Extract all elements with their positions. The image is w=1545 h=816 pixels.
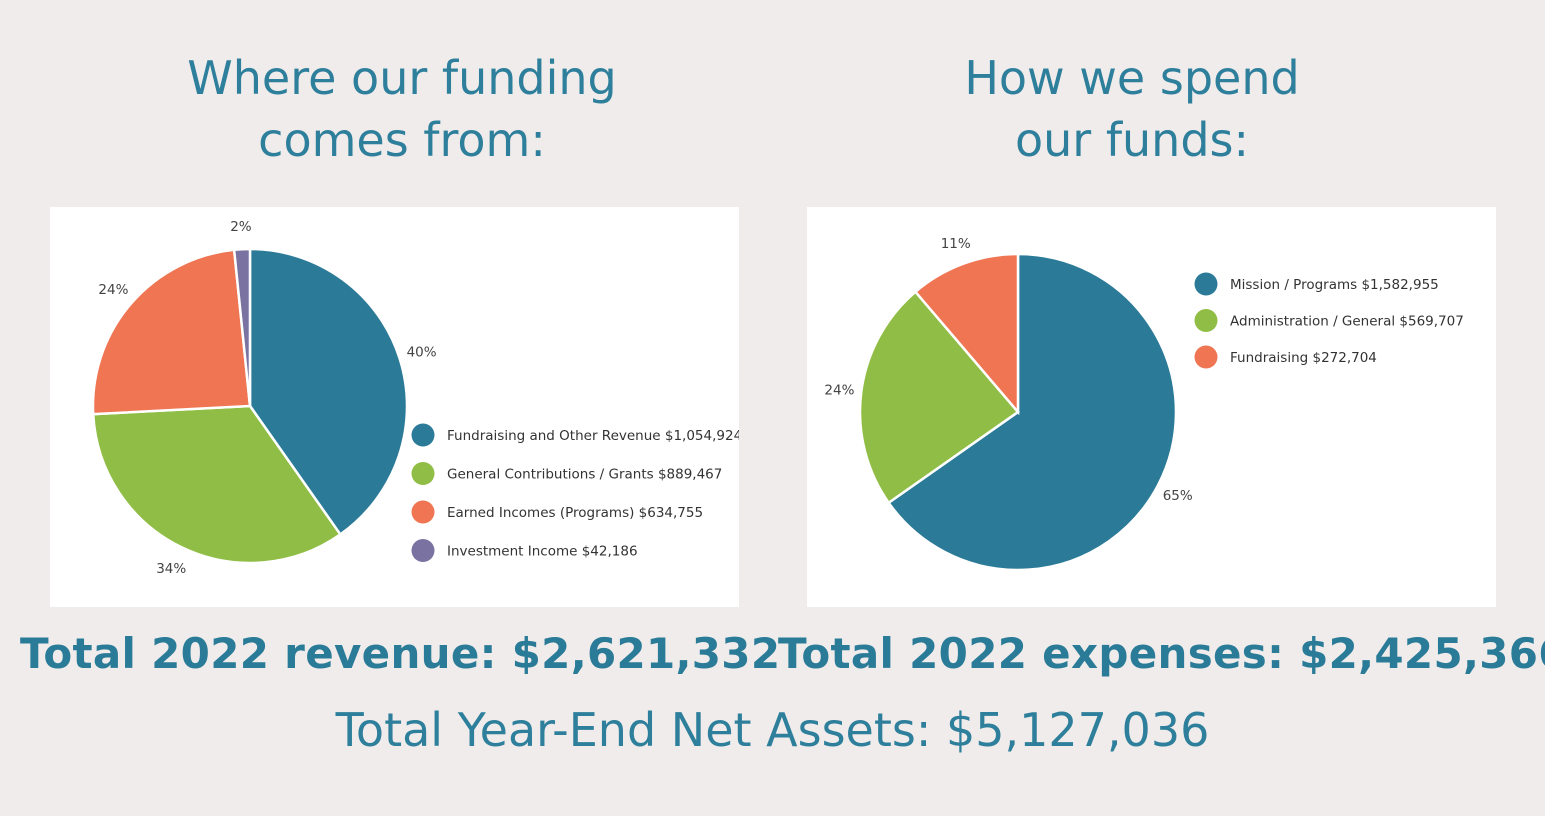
expenses-heading-line-2: our funds:	[1015, 113, 1249, 167]
legend-label-1-0: Mission / Programs $1,582,955	[1230, 277, 1439, 293]
legend-swatch-0-3	[411, 539, 435, 562]
pie-slice-1-0	[886, 252, 1178, 572]
total-expenses: Total 2022 expenses: $2,425,366	[778, 629, 1545, 678]
revenue-heading-line-1: Where our funding	[187, 51, 617, 105]
pie-slice-1-1	[858, 290, 1020, 505]
legend-label-0-1: General Contributions / Grants $889,467	[447, 467, 722, 483]
legend-label-1-2: Fundraising $272,704	[1230, 350, 1377, 366]
revenue-chart-panel: 40% 34% 24% 2% Fundraising and Other Revenue…	[50, 207, 739, 607]
slice-percent-label-0-2: 24%	[98, 282, 128, 298]
legend-swatch-1-1	[1194, 309, 1218, 332]
slice-percent-label-1-1: 24%	[824, 382, 854, 398]
legend-swatch-1-0	[1194, 272, 1218, 296]
slice-percent-label-1-0: 65%	[1163, 488, 1193, 504]
revenue-heading-line-2: comes from:	[258, 113, 546, 167]
expenses-pie-chart: 65% 24% 11% Mission / Programs $1,582,955 Ad…	[824, 236, 1464, 572]
pie-slice-0-2	[91, 248, 252, 416]
revenue-pie-chart: 40% 34% 24% 2% Fundraising and Other Revenue…	[91, 219, 739, 577]
pie-slice-0-3	[232, 247, 252, 407]
expenses-chart-panel: 65% 24% 11% Mission / Programs $1,582,955 Ad…	[807, 207, 1496, 607]
total-revenue: Total 2022 revenue: $2,621,332	[20, 629, 781, 678]
expenses-heading: How we spend our funds:	[852, 47, 1412, 171]
expenses-heading-line-1: How we spend	[964, 51, 1300, 105]
legend-label-0-3: Investment Income $42,186	[447, 544, 638, 560]
revenue-heading: Where our funding comes from:	[122, 47, 682, 171]
pie-slice-1-2	[913, 252, 1020, 416]
total-net-assets: Total Year-End Net Assets: $5,127,036	[335, 703, 1210, 757]
slice-percent-label-0-0: 40%	[407, 345, 437, 361]
legend-swatch-0-0	[411, 423, 435, 447]
slice-percent-label-0-1: 34%	[156, 561, 186, 577]
legend-swatch-1-2	[1194, 345, 1218, 369]
legend-label-1-1: Administration / General $569,707	[1230, 314, 1464, 330]
pie-slice-0-1	[91, 404, 343, 565]
legend-label-0-0: Fundraising and Other Revenue $1,054,924	[447, 428, 739, 444]
slice-percent-label-1-2: 11%	[941, 236, 971, 252]
legend-swatch-0-1	[411, 462, 435, 485]
legend-label-0-2: Earned Incomes (Programs) $634,755	[447, 505, 703, 521]
pie-slice-0-0	[248, 247, 409, 537]
legend-swatch-0-2	[411, 500, 435, 524]
slice-percent-label-0-3: 2%	[230, 219, 252, 235]
